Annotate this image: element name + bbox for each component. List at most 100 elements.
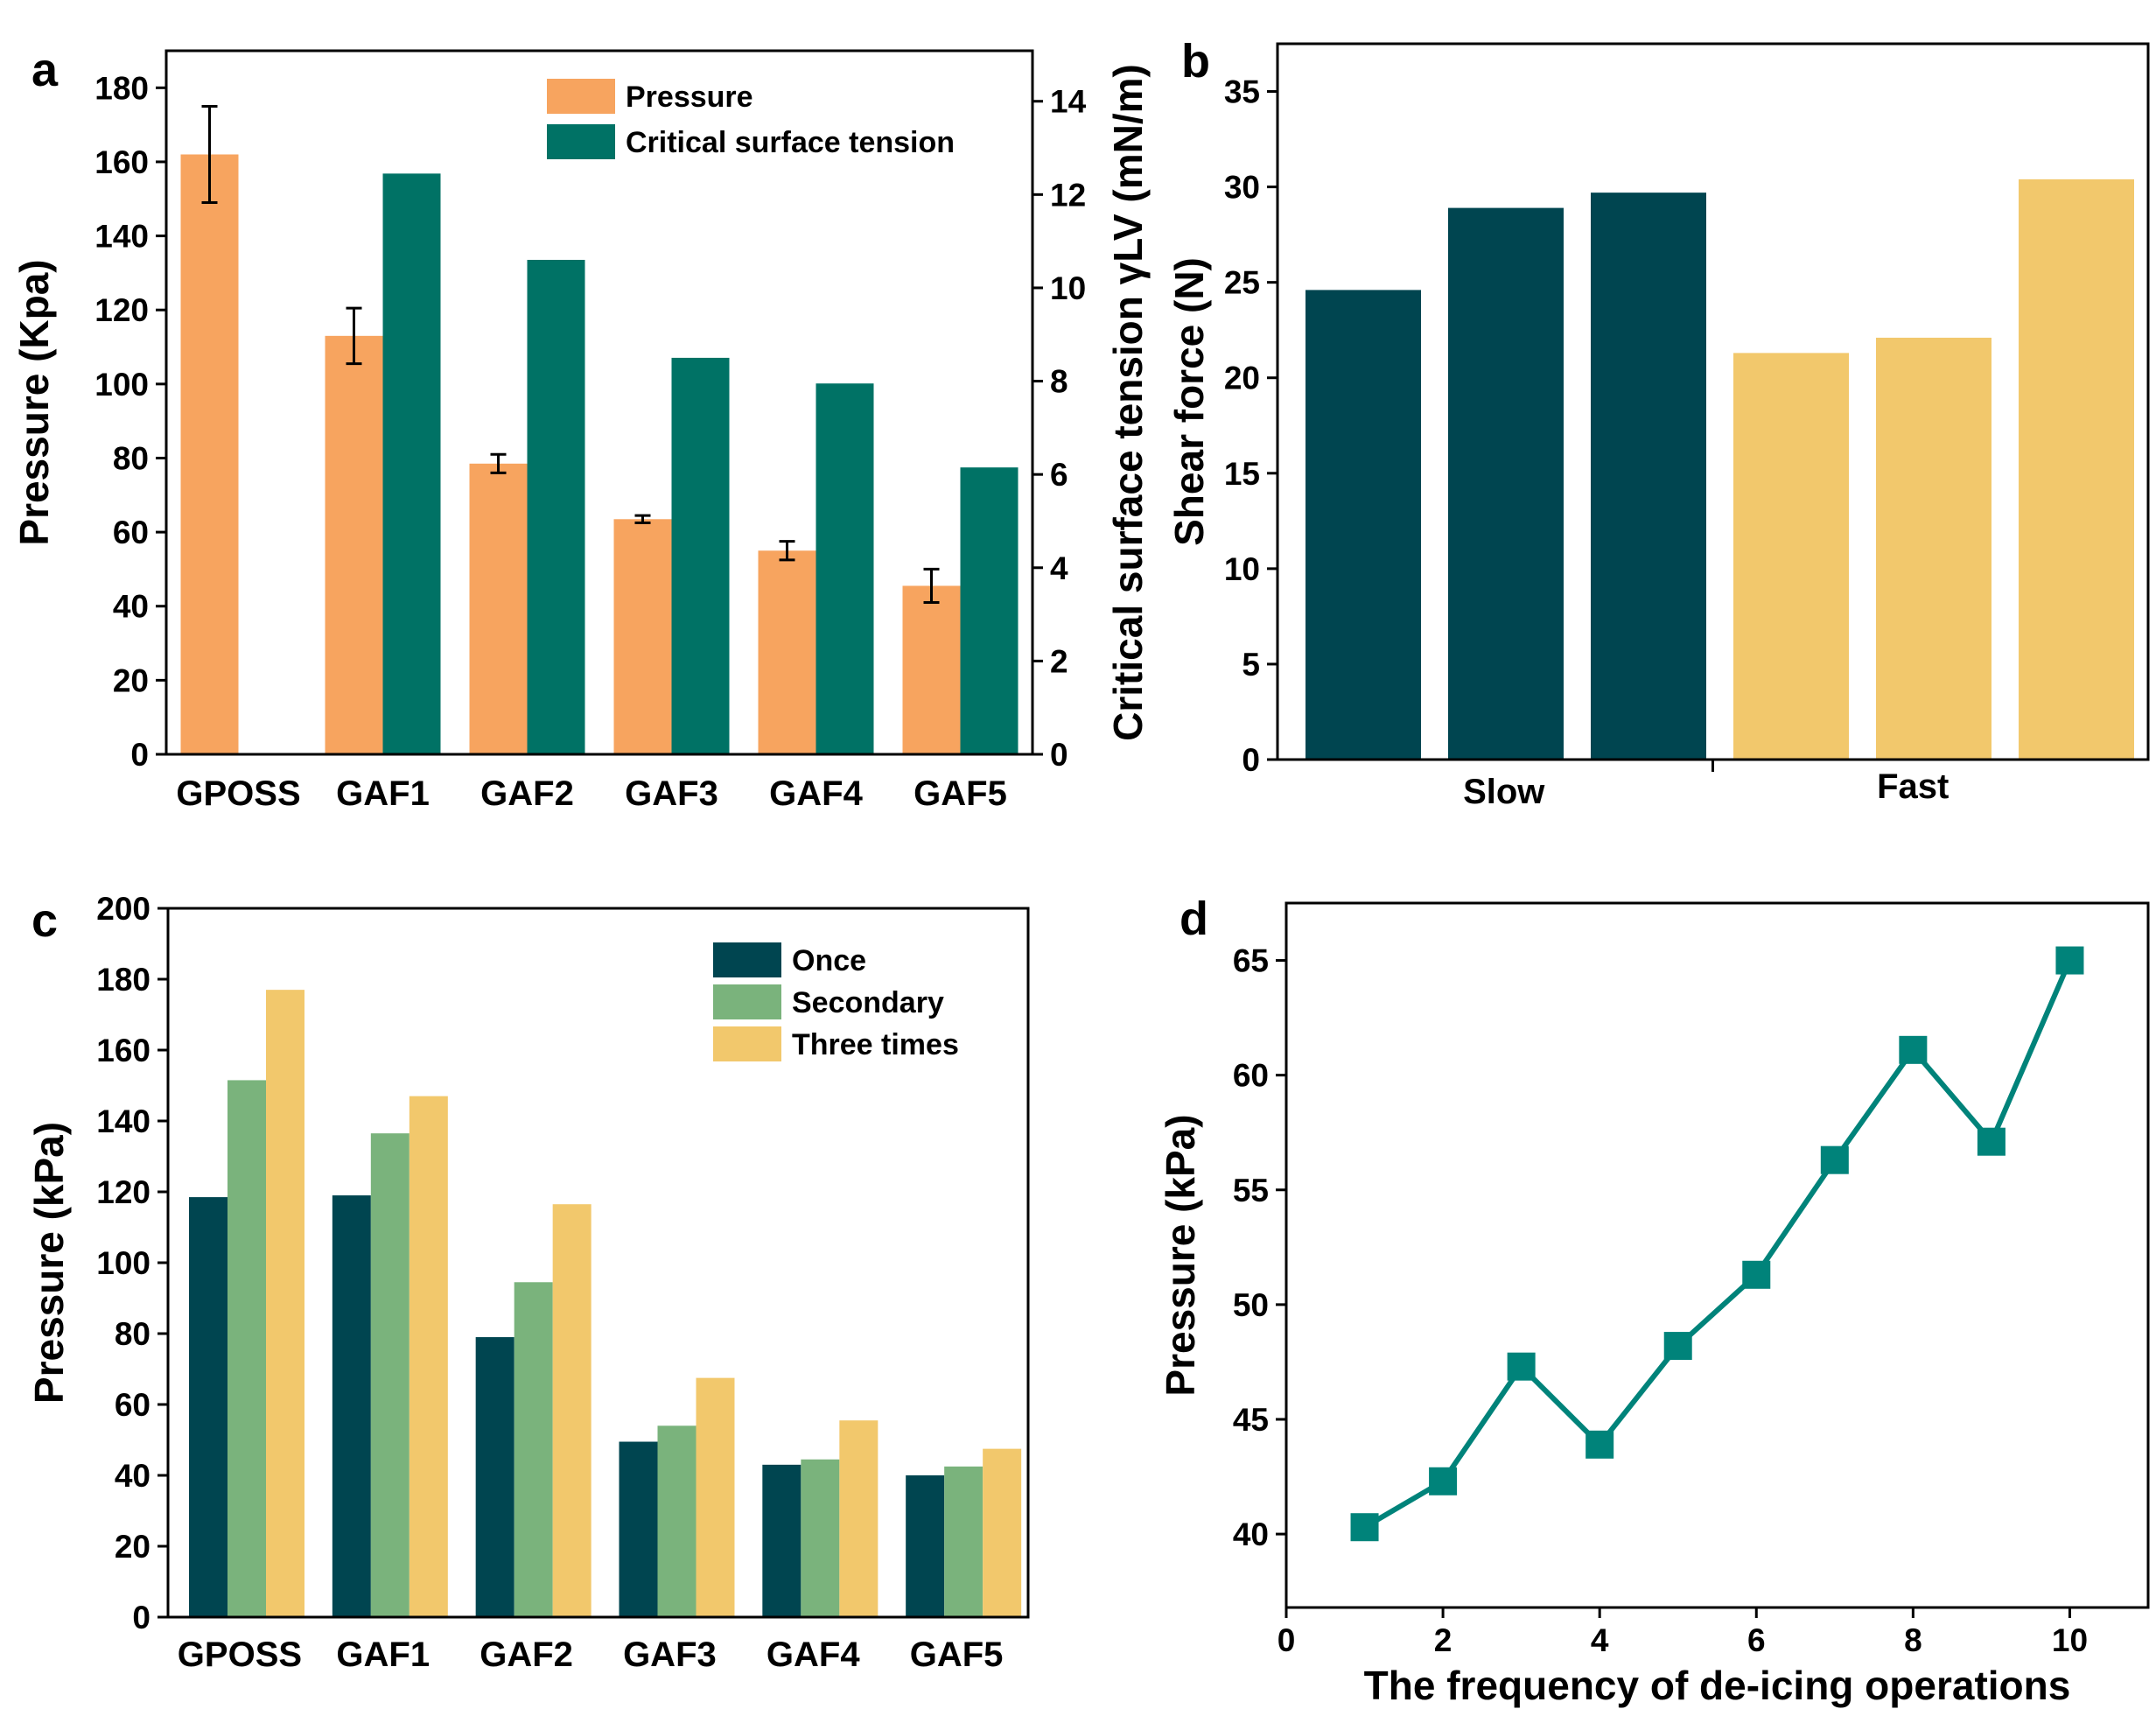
- panel-a-right-tick-label: 14: [1050, 84, 1087, 120]
- bar-fast-3: [2019, 179, 2134, 760]
- panel-d-xtick-label: 6: [1747, 1622, 1766, 1658]
- data-point-10: [2055, 946, 2084, 975]
- bar-once-GAF2: [475, 1337, 514, 1617]
- bar-surface-tension-GAF4: [816, 383, 874, 754]
- category-label: GPOSS: [176, 774, 300, 813]
- panel-c-chart: GPOSS GAF1 GAF2 GAF3 GAF4 GAF5 0 20 40 60 80 100 120…: [26, 891, 1030, 1674]
- legend-surface-tension-swatch: [547, 124, 615, 159]
- series-line: [1363, 959, 2073, 1530]
- bar-three-times-GAF1: [409, 1096, 448, 1617]
- bar-three-times-GAF5: [983, 1448, 1022, 1617]
- panel-d-xtick-label: 2: [1434, 1622, 1452, 1658]
- panel-b-left-tick-label: 20: [1224, 361, 1260, 396]
- panel-a-left-tick-label: 20: [113, 662, 149, 698]
- panel-c-left-tick-label: 60: [115, 1387, 150, 1423]
- panel-b-left-tick-label: 5: [1242, 647, 1260, 683]
- legend-pressure-label: Pressure: [626, 81, 753, 114]
- category-label: GAF3: [625, 774, 718, 813]
- legend-secondary-label: Secondary: [792, 986, 944, 1019]
- panel-d-left-tick-label: 65: [1233, 943, 1269, 979]
- group-label: Slow: [1463, 773, 1545, 811]
- data-point-2: [1429, 1467, 1458, 1495]
- panel-a-left-tick-label: 120: [94, 292, 149, 328]
- panel-a-right-tick-label: 10: [1050, 270, 1086, 306]
- bar-slow-2: [1448, 207, 1564, 760]
- data-point-3: [1507, 1352, 1536, 1381]
- legend-three-times-label: Three times: [792, 1028, 959, 1061]
- panel-a-frame: [164, 49, 1034, 756]
- bar-slow-3: [1591, 193, 1706, 760]
- bar-three-times-GAF3: [696, 1377, 735, 1617]
- panel-a-left-tick-label: 0: [130, 737, 149, 773]
- panel-c-left-tick-label: 0: [132, 1600, 150, 1635]
- panel-d-xtick-label: 10: [2052, 1622, 2088, 1658]
- bar-once-GAF5: [906, 1475, 945, 1617]
- panel-a-right-tick-label: 12: [1050, 177, 1086, 213]
- panel-d-left-tick-label: 60: [1233, 1058, 1269, 1094]
- bar-surface-tension-GAF5: [960, 467, 1018, 754]
- panel-a-left-tick-label: 100: [94, 367, 149, 403]
- panel-d-frame: [1284, 901, 2150, 1609]
- bar-pressure-GAF5: [902, 585, 961, 754]
- bar-pressure-GAF2: [469, 463, 528, 754]
- panel-a-left-tick-label: 80: [113, 440, 149, 476]
- panel-a-chart: GPOSS GAF1 GAF2 GAF3 GAF4 GAF5020406080100120…: [11, 44, 1151, 813]
- bar-pressure-GAF1: [325, 335, 383, 754]
- panel-c-left-tick-label: 100: [96, 1245, 150, 1281]
- bar-slow-1: [1306, 290, 1421, 760]
- legend-three-times-swatch: [713, 1026, 781, 1061]
- bar-once-GAF3: [619, 1441, 658, 1617]
- panel-a-left-tick-label: 40: [113, 589, 149, 625]
- bar-surface-tension-GAF2: [527, 259, 585, 754]
- category-label: GAF1: [336, 774, 430, 813]
- bar-surface-tension-GAF1: [382, 173, 441, 755]
- panel-a-right-tick-label: 0: [1050, 737, 1068, 773]
- panel-d-left-tick-label: 40: [1233, 1516, 1269, 1552]
- panel-c-left-tick-label: 140: [96, 1103, 150, 1139]
- panel-c-left-tick-label: 160: [96, 1033, 150, 1068]
- legend-once-swatch: [713, 942, 781, 977]
- category-label: GAF4: [766, 1635, 860, 1674]
- bar-surface-tension-GAF3: [671, 357, 730, 754]
- data-point-4: [1586, 1430, 1614, 1459]
- panel-d-chart: 40 45 50 55 60 65 0 2 4 6 8 10 Pressure (kPa) The fre…: [1158, 893, 2150, 1708]
- panel-label: c: [32, 894, 58, 947]
- category-label: GAF1: [336, 1635, 430, 1674]
- category-label: GAF5: [910, 1635, 1004, 1674]
- legend-surface-tension-label: Critical surface tension: [626, 126, 955, 159]
- bar-fast-2: [1876, 337, 1992, 760]
- category-label: GPOSS: [178, 1635, 302, 1674]
- panel-c-ylabel: Pressure (kPa): [26, 1122, 72, 1404]
- panel-c-left-tick-label: 20: [115, 1529, 150, 1565]
- bar-three-times-GAF4: [839, 1420, 878, 1617]
- panel-a-left-tick-label: 160: [94, 144, 149, 180]
- panel-b-left-tick-label: 30: [1224, 170, 1260, 206]
- bar-secondary-GPOSS: [228, 1080, 266, 1617]
- panel-a-right-tick-label: 8: [1050, 364, 1068, 400]
- bar-three-times-GAF2: [552, 1204, 592, 1617]
- legend-once-label: Once: [792, 944, 866, 977]
- data-point-6: [1742, 1260, 1771, 1289]
- panel-a-right-tick-label: 2: [1050, 643, 1068, 679]
- panel-d-ylabel: Pressure (kPa): [1158, 1114, 1203, 1396]
- panel-b-left-tick-label: 10: [1224, 551, 1260, 587]
- category-label: GAF2: [480, 774, 574, 813]
- panel-a-left-tick-label: 60: [113, 515, 149, 550]
- bar-once-GAF4: [762, 1464, 802, 1617]
- panel-d-xlabel: The frequency of de-icing operations: [1364, 1663, 2071, 1708]
- category-label: GAF5: [914, 774, 1007, 813]
- panel-b-left-tick-label: 0: [1242, 742, 1260, 778]
- bar-three-times-GPOSS: [266, 990, 304, 1617]
- bar-once-GAF1: [332, 1195, 371, 1617]
- panel-b-left-tick-label: 25: [1224, 265, 1260, 301]
- panel-d-xtick-label: 4: [1591, 1622, 1609, 1658]
- data-point-1: [1350, 1513, 1379, 1542]
- bar-secondary-GAF1: [370, 1133, 410, 1617]
- panel-a-left-tick-label: 180: [94, 70, 149, 106]
- data-point-5: [1663, 1332, 1692, 1361]
- data-point-8: [1899, 1035, 1928, 1064]
- legend-pressure-swatch: [547, 79, 615, 114]
- panel-d-xtick-label: 0: [1278, 1622, 1296, 1658]
- panel-b-chart: 0 5 10 15 20 25 30 35 Slow Fast Shear force (N) b: [1166, 35, 2150, 811]
